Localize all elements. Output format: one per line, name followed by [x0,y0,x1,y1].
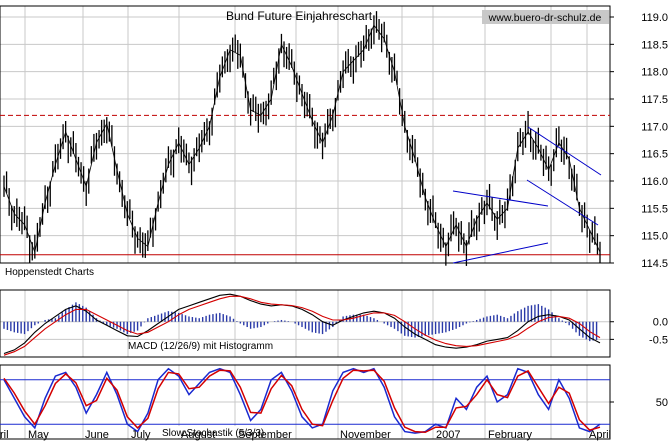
x-tick-label: June [85,429,109,441]
y-tick-label: 114.5 [641,258,668,270]
chart-title: Bund Future Einjahreschart [226,9,373,23]
x-tick-label: 2007 [436,429,460,441]
y-tick-label: 117.0 [641,121,668,133]
y-tick-label: 117.5 [641,94,668,106]
macd-layer [3,293,601,356]
x-tick-label: July [131,429,151,441]
x-axis-layer: ril May June July August September November 200… [0,429,611,441]
price-layer [0,11,610,266]
source-label: Hoppenstedt Charts [5,267,94,278]
channel-upper-trendline [527,126,602,176]
y-axis-layer: 114.5 115.0 115.5 116.0 116.5 117.0 117.5 118.0… [610,12,668,409]
stochastic-layer [0,367,610,434]
watermark-text[interactable]: www.buero-dr-schulz.de [488,12,602,24]
stochastic-title: Slow Stochastik (5/3/3) [162,428,264,439]
y-tick-label: 50 [656,397,668,409]
triangle-upper-trendline [452,190,549,207]
x-tick-label: ril [0,429,9,441]
y-tick-label: 115.5 [641,203,668,215]
x-tick-label: August [181,429,215,441]
stochastic-d-line [3,369,601,434]
trendline-group [452,126,602,264]
y-tick-label: 0.0 [653,317,668,329]
x-tick-label: September [238,429,292,441]
price-panel-frame [0,5,611,264]
y-tick-label: 115.0 [641,231,668,243]
watermark-bg [482,10,609,24]
y-tick-label: 116.0 [641,176,668,188]
price-line [3,24,601,254]
macd-signal-line [3,295,601,356]
x-tick-label: May [28,429,49,441]
triangle-lower-trendline [452,242,549,264]
macd-line [3,293,601,355]
channel-lower-trendline [526,179,599,226]
y-tick-label: -0.5 [649,334,668,346]
stoch-title-bg [158,426,270,438]
x-tick-label: February [488,429,533,441]
y-tick-label: 118.0 [641,67,668,79]
y-tick-label: 118.5 [641,39,668,51]
x-tick-label: November [340,429,391,441]
x-tick-label: April [589,429,611,441]
macd-title: MACD (12/26/9) mit Histogramm [128,341,273,352]
y-tick-label: 119.0 [641,12,668,24]
macd-panel-frame [0,289,611,358]
stochastic-k-line [3,367,601,434]
y-tick-label: 116.5 [641,149,668,161]
